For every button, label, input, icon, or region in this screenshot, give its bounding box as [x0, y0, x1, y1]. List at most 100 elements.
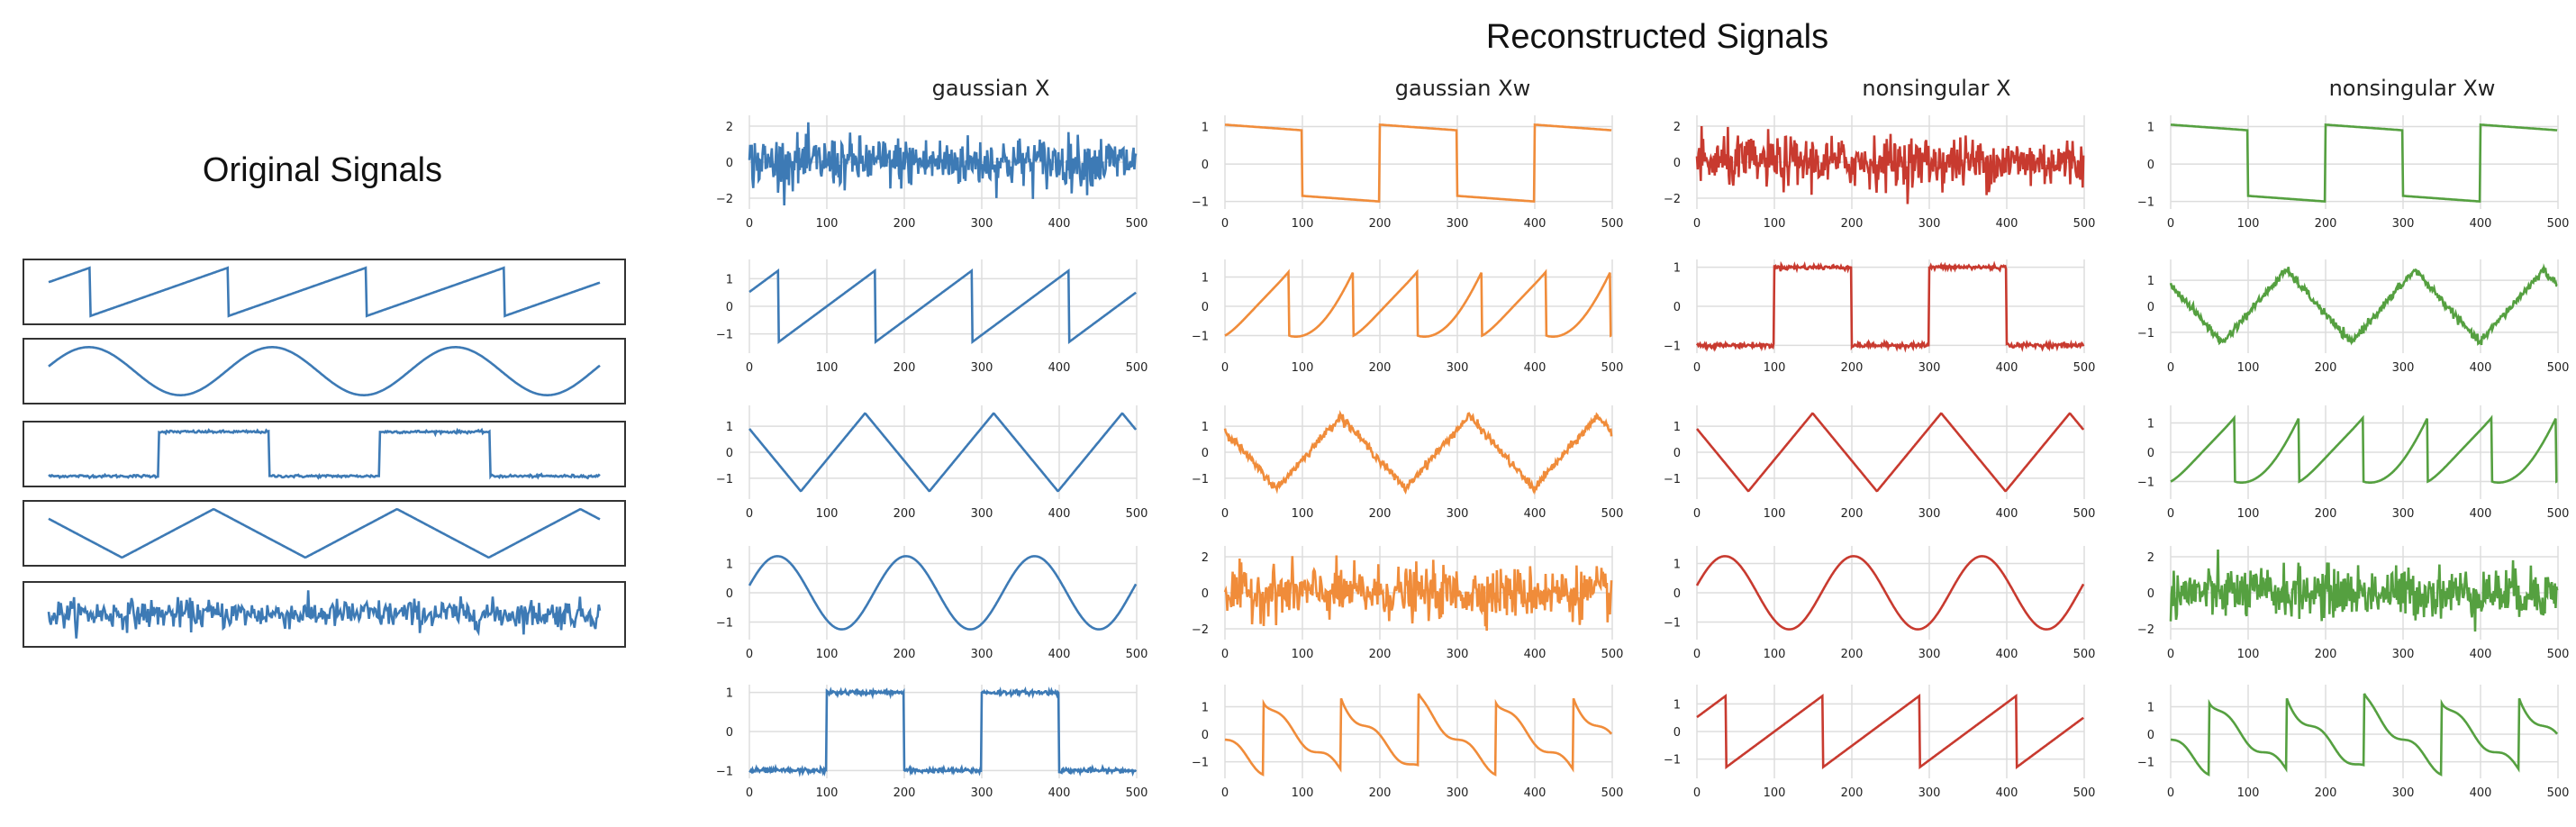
x-tick-label: 0	[1221, 361, 1229, 375]
original-signal-line	[48, 507, 601, 559]
y-tick-label: 1	[1673, 262, 1681, 276]
x-tick-label: 400	[1524, 507, 1547, 521]
x-tick-label: 100	[2237, 217, 2260, 231]
y-tick-label: 0	[1202, 447, 1209, 460]
x-tick-label: 300	[971, 217, 993, 231]
x-tick-label: 300	[2392, 648, 2415, 661]
x-tick-label: 500	[1126, 361, 1148, 375]
reconstructed-signal-line	[1223, 555, 1613, 632]
x-tick-label: 100	[1292, 786, 1314, 800]
col-title-gaussian-xw: gaussian Xw	[1394, 76, 1531, 101]
x-tick-label: 200	[1369, 786, 1392, 800]
x-tick-label: 300	[2392, 786, 2415, 800]
x-tick-label: 400	[2470, 361, 2492, 375]
x-tick-label: 200	[2315, 217, 2337, 231]
x-tick-label: 400	[1524, 648, 1547, 661]
x-tick-label: 100	[1292, 648, 1314, 661]
y-tick-label: 2	[1673, 121, 1681, 134]
x-tick-label: 200	[2315, 648, 2337, 661]
y-tick-label: 0	[1202, 729, 1209, 742]
x-tick-label: 300	[2392, 507, 2415, 521]
x-tick-label: 0	[1693, 361, 1701, 375]
original-signal-line	[47, 590, 602, 639]
x-tick-label: 300	[1447, 507, 1469, 521]
x-tick-label: 300	[971, 786, 993, 800]
y-tick-label: 0	[2147, 159, 2154, 172]
y-tick-label: 0	[1673, 726, 1681, 740]
y-tick-label: 1	[2147, 701, 2154, 714]
x-tick-label: 200	[1369, 648, 1392, 661]
y-tick-label: −1	[2137, 196, 2154, 210]
x-tick-label: 500	[1601, 648, 1624, 661]
x-tick-label: 0	[1221, 507, 1229, 521]
x-tick-label: 200	[1369, 217, 1392, 231]
reconstructed-signal-line	[2170, 414, 2558, 484]
x-tick-label: 100	[2237, 786, 2260, 800]
reconstructed-signal-line	[748, 268, 1137, 344]
x-tick-label: 0	[1693, 507, 1701, 521]
y-tick-label: −1	[2137, 327, 2154, 341]
x-tick-label: 0	[1221, 786, 1229, 800]
x-tick-label: 100	[2237, 507, 2260, 521]
y-tick-label: −1	[1192, 331, 1209, 344]
x-tick-label: 500	[2073, 648, 2096, 661]
x-tick-label: 0	[746, 361, 753, 375]
reconstructed-signal-line	[1695, 555, 2085, 631]
y-tick-label: 1	[1673, 698, 1681, 712]
x-tick-label: 100	[1764, 648, 1786, 661]
x-tick-label: 400	[1996, 361, 2018, 375]
y-tick-label: 1	[1202, 272, 1209, 286]
x-tick-label: 400	[1996, 786, 2018, 800]
reconstructed-signal-line	[2170, 693, 2559, 777]
x-tick-label: 200	[2315, 507, 2337, 521]
x-tick-label: 300	[1447, 786, 1469, 800]
x-tick-label: 100	[1292, 361, 1314, 375]
y-tick-label: 0	[2147, 447, 2154, 460]
reconstructed-signal-line	[1224, 268, 1612, 338]
x-tick-label: 200	[893, 507, 916, 521]
y-tick-label: −1	[716, 617, 733, 631]
x-tick-label: 400	[1048, 786, 1071, 800]
x-tick-label: 400	[1048, 507, 1071, 521]
y-tick-label: 0	[726, 587, 733, 601]
x-tick-label: 100	[816, 507, 839, 521]
x-tick-label: 0	[2167, 361, 2174, 375]
y-tick-label: −1	[1192, 757, 1209, 770]
y-tick-label: 1	[1202, 121, 1209, 134]
x-tick-label: 0	[746, 648, 753, 661]
y-tick-label: 0	[1673, 447, 1681, 460]
reconstructed-signal-line	[1223, 410, 1613, 495]
col-title-nonsingular-x: nonsingular X	[1862, 76, 2011, 101]
x-tick-label: 0	[2167, 786, 2174, 800]
x-tick-label: 400	[2470, 648, 2492, 661]
y-tick-label: −1	[716, 473, 733, 486]
y-tick-label: 0	[726, 301, 733, 314]
x-tick-label: 200	[893, 648, 916, 661]
original-signals-title: Original Signals	[202, 151, 443, 189]
y-tick-label: 1	[1202, 701, 1209, 714]
x-tick-label: 300	[971, 507, 993, 521]
x-tick-label: 0	[1693, 786, 1701, 800]
x-tick-label: 400	[1524, 786, 1547, 800]
y-tick-label: 1	[1673, 421, 1681, 434]
x-tick-label: 500	[1601, 507, 1624, 521]
x-tick-label: 200	[1841, 648, 1864, 661]
x-tick-label: 500	[1126, 217, 1148, 231]
y-tick-label: 0	[2147, 729, 2154, 742]
y-tick-label: −2	[2137, 623, 2154, 637]
x-tick-label: 0	[1693, 648, 1701, 661]
x-tick-label: 300	[1918, 507, 1941, 521]
x-tick-label: 100	[816, 217, 839, 231]
x-tick-label: 300	[1918, 361, 1941, 375]
reconstructed-signal-line	[1224, 123, 1612, 203]
x-tick-label: 400	[2470, 786, 2492, 800]
y-tick-label: −1	[2137, 477, 2154, 490]
x-tick-label: 500	[1601, 786, 1624, 800]
x-tick-label: 500	[2547, 648, 2570, 661]
reconstructed-signal-line	[2169, 263, 2558, 346]
x-tick-label: 500	[1601, 361, 1624, 375]
x-tick-label: 500	[2073, 786, 2096, 800]
y-tick-label: −1	[716, 765, 733, 778]
y-tick-label: −1	[1664, 473, 1681, 486]
